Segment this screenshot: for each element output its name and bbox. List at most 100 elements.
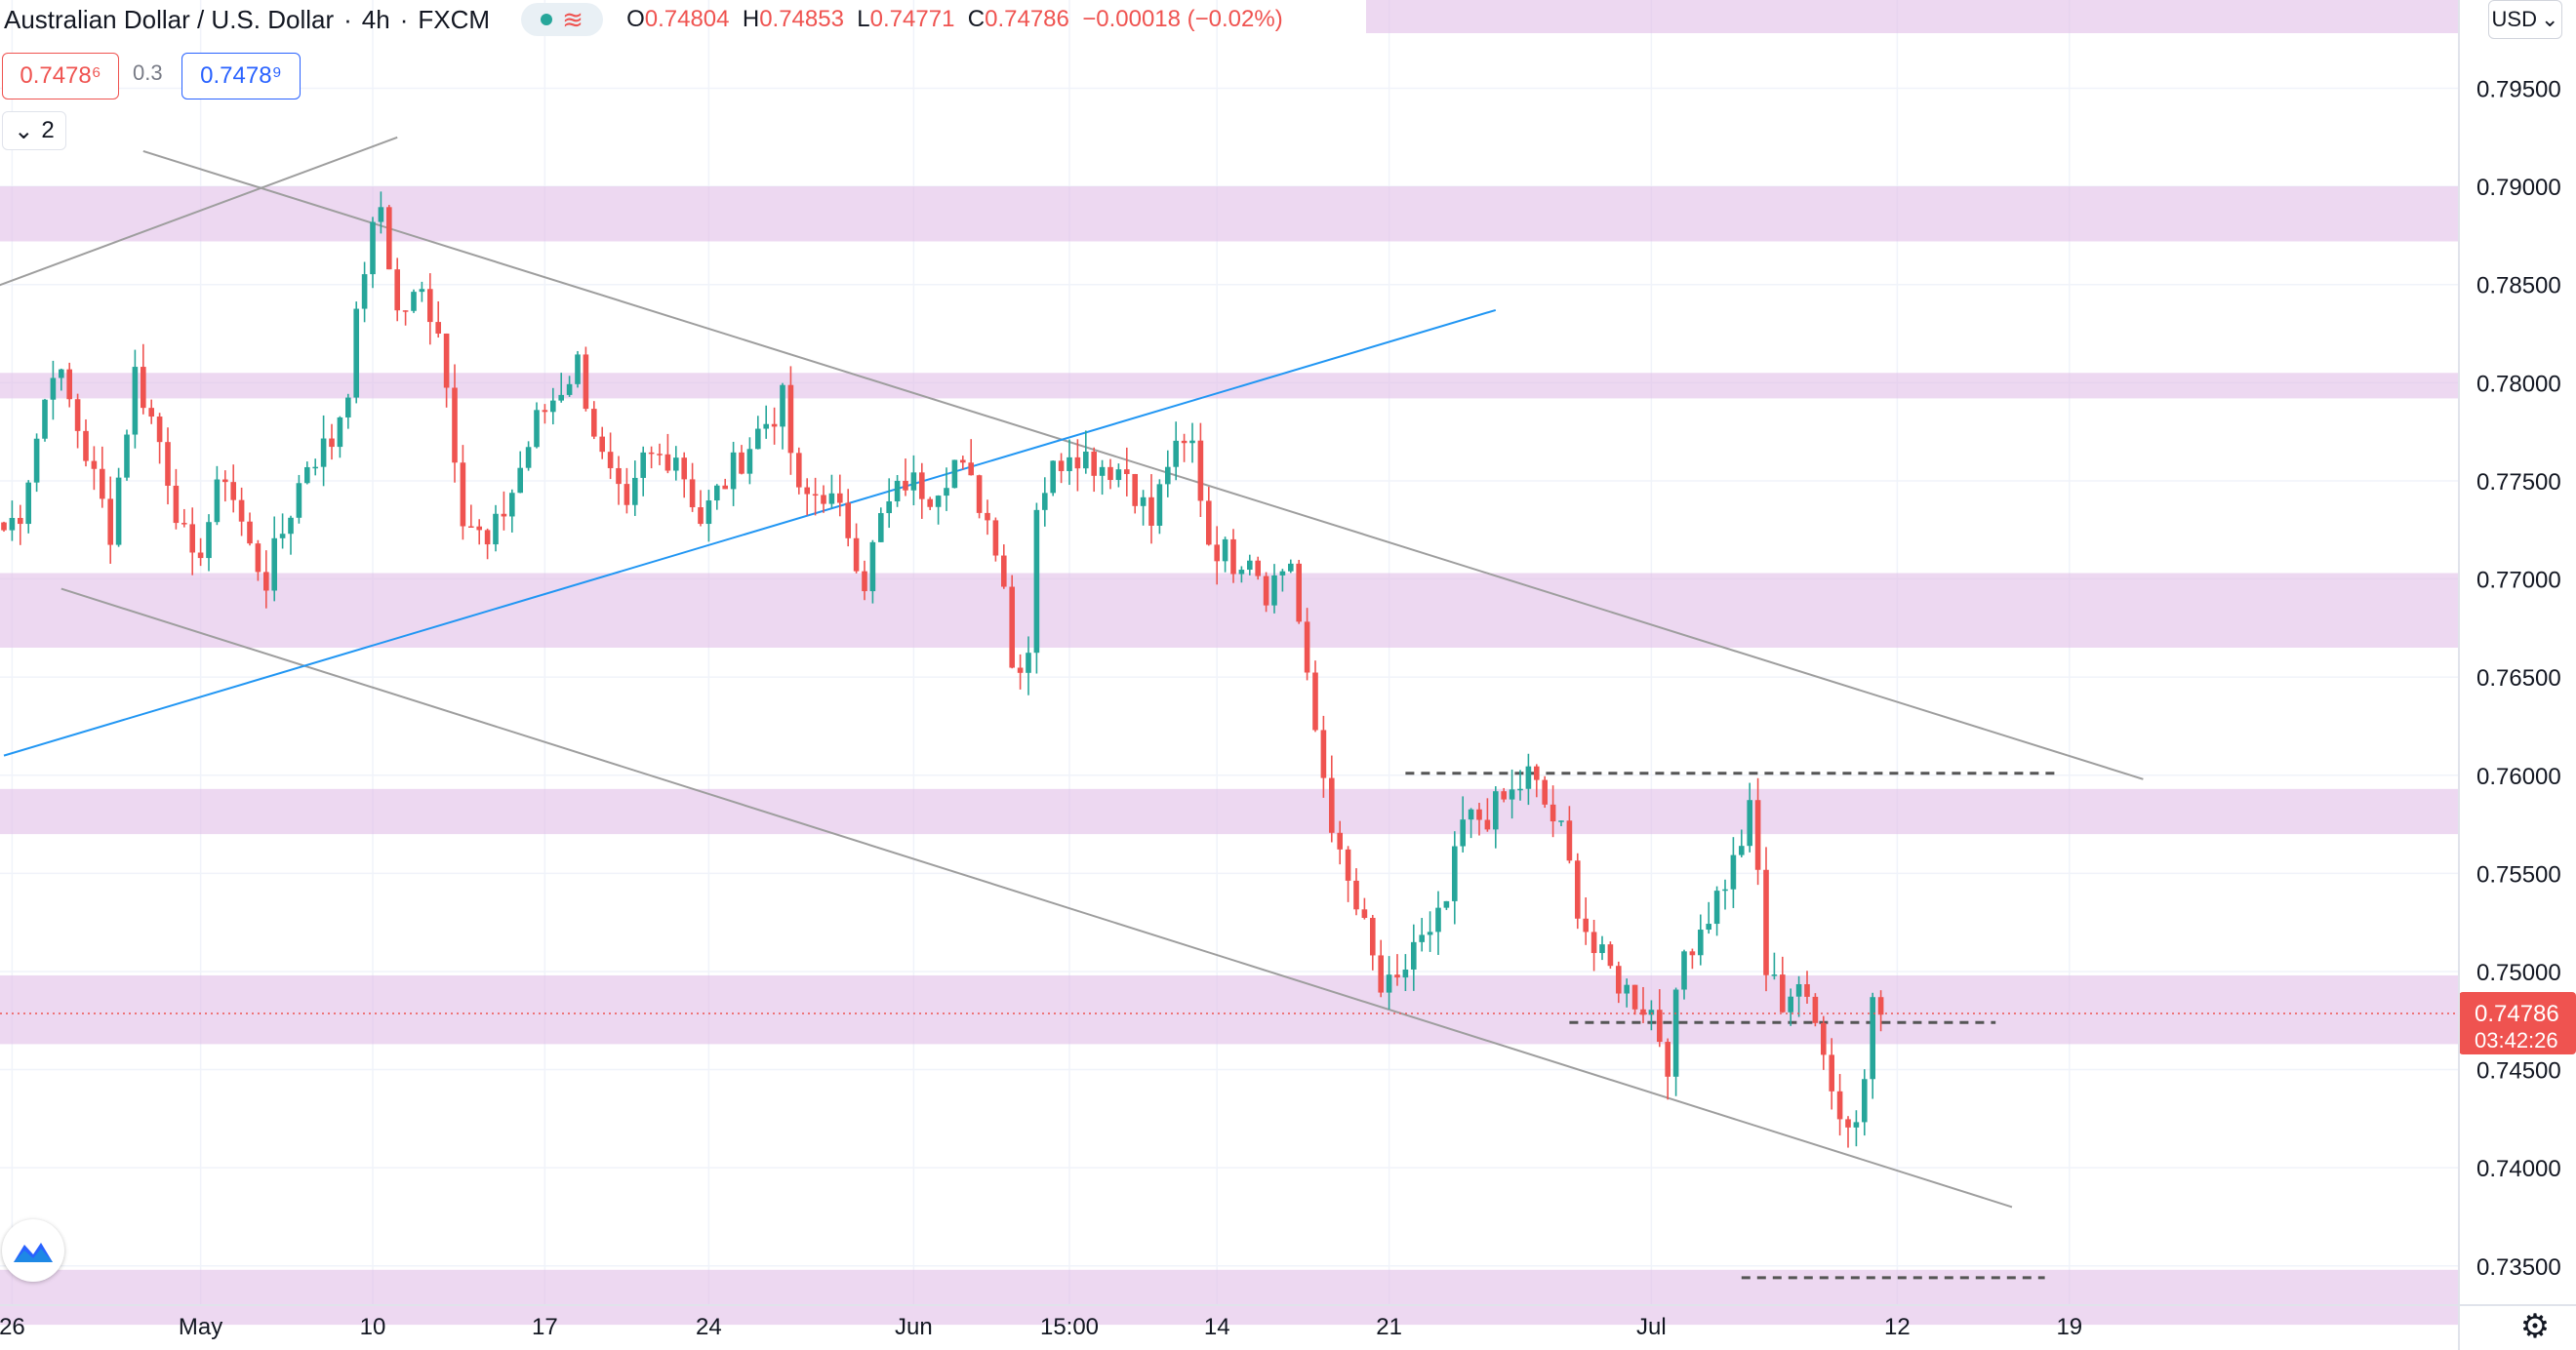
candle-body bbox=[1009, 586, 1015, 668]
candle-body bbox=[821, 495, 826, 504]
candle-body bbox=[304, 466, 310, 484]
candle-body bbox=[74, 399, 81, 431]
candle-body bbox=[1747, 800, 1752, 847]
candle-body bbox=[837, 493, 843, 503]
candle-body bbox=[1402, 969, 1409, 978]
candle-body bbox=[1780, 974, 1786, 1012]
candle-body bbox=[501, 513, 507, 517]
candle-body bbox=[1058, 460, 1065, 471]
candle-body bbox=[1197, 440, 1204, 501]
candle-body bbox=[1263, 576, 1269, 606]
candle-body bbox=[427, 289, 433, 323]
candle-body bbox=[1222, 538, 1228, 562]
candle-body bbox=[1583, 918, 1589, 933]
candle-body bbox=[1156, 484, 1163, 526]
candle-body bbox=[886, 500, 892, 514]
candle-body bbox=[33, 438, 40, 483]
wave-icon: ≋ bbox=[562, 5, 584, 34]
interval-label[interactable]: 4h bbox=[361, 4, 390, 34]
candle-body bbox=[189, 524, 195, 553]
price-axis: 0.73500 0.74000 0.74500 0.75000 0.75500 0.760… bbox=[2458, 0, 2561, 1350]
sell-button[interactable]: 0.7478⁶ bbox=[2, 53, 119, 99]
buy-button[interactable]: 0.7478⁹ bbox=[181, 53, 301, 99]
time-tick-label: May bbox=[179, 1314, 222, 1340]
indicators-toggle[interactable]: ⌄ 2 bbox=[2, 111, 66, 150]
candle-body bbox=[132, 367, 139, 435]
candle-body bbox=[509, 493, 515, 517]
candle-body bbox=[1033, 509, 1040, 654]
candle-body bbox=[648, 452, 655, 455]
candle-body bbox=[828, 493, 835, 504]
candles bbox=[1, 191, 1884, 1148]
channel-line bbox=[142, 149, 2144, 780]
candle-body bbox=[1386, 974, 1392, 993]
candle-body bbox=[1337, 832, 1343, 850]
candle-body bbox=[1771, 974, 1778, 976]
candle-body bbox=[796, 453, 802, 488]
candle-body bbox=[1042, 493, 1048, 510]
price-tick-label: 0.76000 bbox=[2476, 764, 2561, 790]
time-tick-label: 26 bbox=[0, 1314, 25, 1340]
candle-body bbox=[1067, 457, 1072, 471]
candle-body bbox=[1050, 460, 1056, 494]
candle-body bbox=[780, 384, 785, 427]
candle-body bbox=[1607, 944, 1614, 967]
candle-body bbox=[141, 367, 146, 409]
currency-selector[interactable]: USD ⌄ bbox=[2488, 0, 2562, 39]
candle-body bbox=[345, 397, 351, 417]
market-status-pill[interactable]: ≋ bbox=[521, 3, 604, 36]
candle-body bbox=[419, 289, 425, 293]
candle-body bbox=[640, 452, 646, 478]
ohlc-values: O0.74804 H0.74853 L0.74771 C0.74786 −0.0… bbox=[626, 6, 1283, 33]
candle-body bbox=[739, 452, 745, 474]
price-tick-label: 0.77000 bbox=[2476, 568, 2561, 594]
candle-body bbox=[730, 452, 737, 490]
time-tick-label: Jun bbox=[895, 1314, 933, 1340]
candle-body bbox=[255, 543, 262, 573]
candle-body bbox=[968, 462, 974, 476]
time-axis: 26 May 10 17 24 Jun 15:00 14 21 Jul 12 19 bbox=[0, 1304, 2576, 1340]
settings-gear-icon[interactable]: ⚙ bbox=[2519, 1308, 2551, 1345]
price-tick-label: 0.79500 bbox=[2476, 77, 2561, 103]
candle-body bbox=[124, 434, 130, 478]
sr-zone bbox=[0, 974, 2459, 1045]
candle-body bbox=[1320, 730, 1327, 778]
chevron-down-icon: ⌄ bbox=[14, 117, 34, 144]
candle-body bbox=[83, 430, 89, 461]
candle-body bbox=[664, 454, 671, 471]
candle-body bbox=[1312, 672, 1318, 731]
candle-body bbox=[378, 207, 384, 222]
candle-body bbox=[1132, 473, 1138, 506]
price-tick-label: 0.76500 bbox=[2476, 665, 2561, 692]
candle-body bbox=[558, 394, 564, 401]
tradingview-logo[interactable] bbox=[2, 1219, 64, 1282]
symbol-name[interactable]: Australian Dollar / U.S. Dollar bbox=[4, 4, 335, 34]
candle-body bbox=[1550, 804, 1556, 822]
candle-body bbox=[320, 438, 327, 467]
candle-body bbox=[1411, 941, 1417, 970]
candle-body bbox=[1074, 457, 1081, 469]
trend-lines bbox=[0, 136, 2144, 1280]
candle-body bbox=[566, 383, 573, 395]
candle-body bbox=[919, 472, 925, 499]
candle-body bbox=[353, 308, 359, 398]
candle-body bbox=[1624, 984, 1630, 994]
candle-body bbox=[329, 438, 335, 448]
time-tick-label: 14 bbox=[1204, 1314, 1230, 1340]
candle-body bbox=[1017, 667, 1024, 673]
candle-body bbox=[9, 517, 16, 531]
candle-body bbox=[1189, 440, 1195, 444]
candle-body bbox=[1148, 496, 1154, 526]
chevron-down-icon: ⌄ bbox=[2541, 7, 2559, 31]
candle-body bbox=[1722, 889, 1728, 892]
change-value: −0.00018 (−0.02%) bbox=[1082, 6, 1283, 32]
candle-body bbox=[1115, 469, 1122, 481]
candle-body bbox=[951, 459, 958, 489]
candle-body bbox=[845, 502, 851, 538]
candle-body bbox=[1206, 500, 1212, 545]
candle-body bbox=[1296, 563, 1302, 622]
price-tick-label: 0.73500 bbox=[2476, 1254, 2561, 1281]
candle-body bbox=[755, 428, 761, 450]
candle-body bbox=[1378, 955, 1384, 993]
